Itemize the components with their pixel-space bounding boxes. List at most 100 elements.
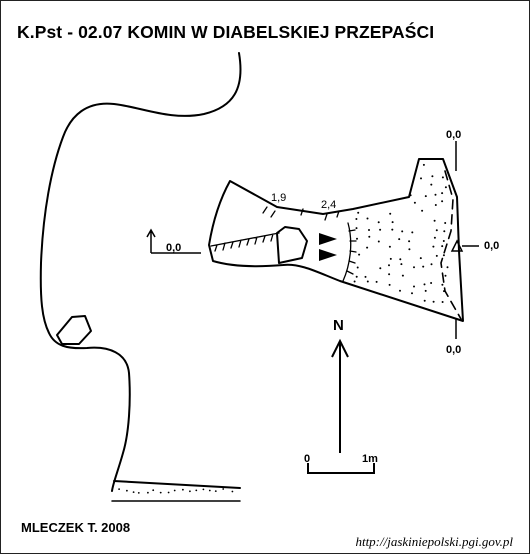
boulder-left (56, 315, 92, 345)
sediment-dot (364, 275, 367, 278)
sediment-dot (411, 231, 414, 234)
ceiling-ticks (262, 206, 340, 221)
sediment-dot (408, 248, 411, 251)
sediment-dot (388, 273, 391, 276)
sediment-dot (377, 240, 380, 243)
height-left-entrance: 0,0 (166, 242, 182, 254)
sediment-dot (435, 229, 438, 232)
sediment-dot (118, 488, 120, 490)
sediment-dot (195, 489, 198, 492)
sediment-dot (391, 221, 394, 224)
sediment-dot (432, 300, 435, 303)
sediment-dot (422, 163, 425, 166)
scale-bar (307, 463, 375, 474)
sediment-dot (401, 230, 404, 233)
sediment-dot (441, 176, 444, 179)
sediment-dot (368, 229, 370, 231)
sediment-dot (356, 237, 358, 240)
sediment-dot (353, 280, 356, 283)
sediment-dot (355, 218, 358, 220)
sediment-dot (400, 263, 403, 266)
sediment-dot (422, 265, 425, 268)
sediment-dot (433, 219, 436, 222)
sediment-dot (152, 489, 155, 492)
sediment-dot (189, 490, 191, 493)
sediment-dot (356, 266, 359, 269)
sediment-dot (423, 283, 426, 286)
source-url[interactable]: http://jaskiniepolski.pgi.gov.pl (355, 534, 513, 549)
sediment-dot (231, 490, 234, 493)
sediment-dot (358, 253, 361, 256)
sediment-dot (424, 289, 427, 292)
right-station-triangle (450, 239, 479, 252)
scale-end-label: 1m (362, 453, 378, 465)
drop-edge-dashed (440, 170, 462, 320)
sediment-dot (388, 245, 391, 248)
sediment-dot (159, 491, 162, 494)
sediment-dot (173, 489, 176, 492)
sediment-dot (432, 245, 435, 248)
rock-slab (276, 226, 308, 264)
sediment-dot (424, 195, 427, 198)
sediment-dot (202, 488, 205, 491)
sediment-dot (430, 282, 433, 284)
sediment-dot (366, 217, 369, 220)
sediment-dot (355, 275, 358, 278)
sediment-dot (413, 285, 415, 288)
lower-ledge-line (113, 480, 241, 489)
scale-start-label: 0 (304, 453, 311, 465)
sediment-dot (442, 254, 445, 257)
sediment-dot (411, 292, 413, 295)
sediment-dot (208, 489, 211, 492)
chamber-outline (208, 158, 464, 322)
sediment-dot (408, 240, 411, 243)
sediment-dot (409, 194, 412, 197)
sediment-dot (389, 212, 392, 215)
sediment-dot (441, 301, 444, 303)
sediment-dot (434, 204, 437, 206)
sediment-dot (401, 274, 404, 277)
sediment-dot (399, 289, 401, 292)
sediment-dot (388, 283, 391, 286)
sediment-dot (435, 254, 438, 257)
height-bottom-right: 0,0 (446, 344, 462, 356)
sediment-dot (431, 175, 434, 178)
sediment-dot (441, 200, 444, 203)
sediment-dot (132, 491, 135, 493)
sediment-dot (434, 193, 437, 196)
sediment-dot (357, 211, 360, 214)
entrance-sill-ticks (210, 232, 280, 252)
sediment-dot (137, 492, 140, 494)
sediment-dot (377, 221, 380, 224)
sediment-dot (421, 209, 424, 212)
sediment-dot (413, 201, 416, 204)
sediment-dot (446, 266, 449, 269)
sediment-dot (355, 227, 358, 230)
height-ceiling-b: 2,4 (321, 199, 337, 211)
sediment-dot (182, 488, 184, 491)
sediment-dot (442, 240, 445, 242)
sediment-dot (368, 235, 371, 238)
sediment-dot (443, 230, 446, 233)
sediment-dot (366, 280, 369, 283)
sediment-dot (398, 238, 401, 241)
height-top-right: 0,0 (446, 129, 462, 141)
sediment-dot (444, 274, 447, 277)
sediment-dot (444, 222, 447, 224)
sediment-dot (147, 491, 149, 494)
sediment-dot (413, 266, 415, 269)
sediment-dots (118, 163, 449, 494)
sediment-dot (419, 257, 422, 260)
sediment-dot (389, 257, 392, 260)
sediment-dot (430, 183, 433, 186)
sediment-dot (441, 245, 444, 248)
sediment-dot (399, 258, 402, 261)
ledge-ticks-right (342, 222, 357, 282)
north-arrow-icon (331, 338, 349, 453)
sediment-dot (441, 192, 444, 195)
sediment-dot (379, 267, 382, 270)
sediment-dot (126, 489, 128, 492)
draught-arrows (319, 233, 337, 261)
